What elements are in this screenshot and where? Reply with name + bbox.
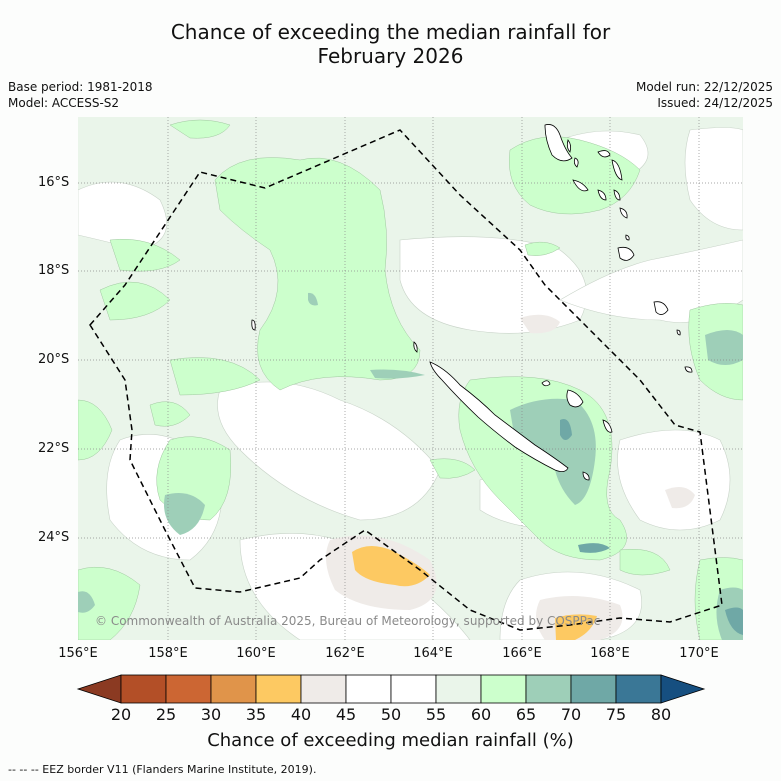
colorbar-bin-40-45 [300,674,347,704]
colorbar-bin-75-80 [615,674,662,704]
field-75-80 [560,419,743,635]
issued-date: Issued: 24/12/2025 [657,96,773,110]
colorbar-bin-30-35 [210,674,257,704]
lon-label-170e: 170°E [679,646,719,661]
lon-label-168e: 168°E [590,646,630,661]
colorbar-bin-25-30 [165,674,212,704]
field-70-75 [78,292,743,640]
graticule [78,117,743,640]
colorbar-bin-20-25 [120,674,167,704]
lon-label-160e: 160°E [236,646,276,661]
colorbar-bin-45-50 [345,674,392,704]
colorbar-bin-70-75 [570,674,617,704]
colorbar-tick-75: 75 [605,705,627,724]
chart-title-line2: February 2026 [317,44,464,68]
eez-legend: -- -- -- EEZ border V11 (Flanders Marine… [8,763,317,776]
colorbar-tick-70: 70 [560,705,582,724]
colorbar-bin-55-60 [435,674,482,704]
vanuatu-islands [251,124,693,373]
lon-label-164e: 164°E [413,646,453,661]
base-period: Base period: 1981-2018 [8,80,153,94]
lon-label-158e: 158°E [148,646,188,661]
colorbar-tick-80: 80 [650,705,672,724]
lon-label-166e: 166°E [502,646,542,661]
colorbar-tick-45: 45 [335,705,357,724]
lon-label-162e: 162°E [325,646,365,661]
colorbar-tick-35: 35 [245,705,267,724]
colorbar-bin-35-40 [255,674,302,704]
colorbar-tick-55: 55 [425,705,447,724]
lat-label-24s: 24°S [38,530,70,545]
lat-label-18s: 18°S [38,263,70,278]
eez-border [89,129,723,631]
lon-label-156e: 156°E [58,646,98,661]
field-35-40 [352,546,597,640]
colorbar-bin-60-65 [480,674,527,704]
copyright-notice: © Commonwealth of Australia 2025, Bureau… [95,614,601,628]
colorbar-bin-65-70 [525,674,572,704]
model-run: Model run: 22/12/2025 [635,80,773,94]
colorbar-tick-65: 65 [515,705,537,724]
colorbar-tick-40: 40 [290,705,312,724]
chart-title-line1: Chance of exceeding the median rainfall … [170,20,611,44]
model-name: Model: ACCESS-S2 [8,96,120,110]
colorbar-tick-30: 30 [200,705,222,724]
colorbar-extend-low [76,674,122,704]
colorbar-tick-20: 20 [110,705,132,724]
colorbar-tick-25: 25 [155,705,177,724]
lat-label-22s: 22°S [38,441,70,456]
colorbar-extend-high [660,674,706,704]
colorbar [76,674,706,704]
lat-label-20s: 20°S [38,352,70,367]
colorbar-title: Chance of exceeding median rainfall (%) [207,730,574,751]
colorbar-tick-60: 60 [470,705,492,724]
lat-label-16s: 16°S [38,175,70,190]
colorbar-tick-50: 50 [380,705,402,724]
new-caledonia-landmass [413,341,613,481]
colorbar-bin-50-55 [390,674,437,704]
